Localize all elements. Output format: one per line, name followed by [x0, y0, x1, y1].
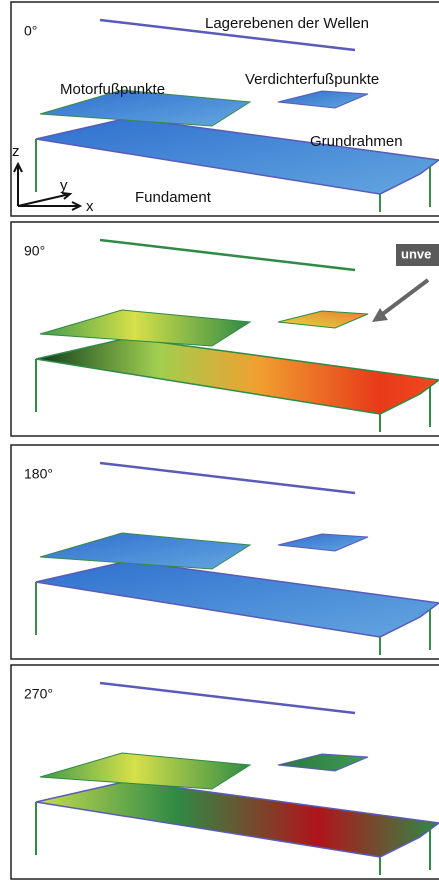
panel: 270°: [11, 665, 439, 879]
component-label: Grundrahmen: [310, 133, 403, 150]
frame-plate: [36, 781, 439, 857]
compressor-plate: [278, 91, 368, 108]
shaft-plane: [100, 463, 355, 493]
frame-plate: [36, 561, 439, 637]
panel: 180°: [11, 445, 439, 659]
figure: 0° Lagerebenen der Wellen Motorfußpunkte Ve…: [0, 0, 439, 881]
compressor-plate: [278, 311, 368, 328]
motor-plate: [40, 533, 250, 569]
axis-label: z: [12, 143, 20, 160]
panel: 0° Lagerebenen der Wellen Motorfußpunkte Ve…: [11, 2, 439, 216]
shaft-plane: [100, 683, 355, 713]
shaft-plane: [100, 240, 355, 270]
motor-plate: [40, 753, 250, 789]
panels: 0° Lagerebenen der Wellen Motorfußpunkte Ve…: [11, 2, 439, 879]
frame-plate: [36, 338, 439, 414]
component-label: Motorfußpunkte: [60, 81, 165, 98]
angle-label: 180°: [24, 466, 53, 482]
callout-label: unve: [401, 246, 431, 261]
angle-label: 270°: [24, 686, 53, 702]
axis-label: y: [60, 177, 68, 194]
angle-label: 90°: [24, 243, 45, 259]
axis-label: x: [86, 198, 94, 215]
panel: 90° unve: [11, 222, 439, 436]
callout-arrow: [380, 280, 428, 316]
compressor-plate: [278, 534, 368, 551]
motor-plate: [40, 310, 250, 346]
component-label: Fundament: [135, 189, 212, 206]
frame-plate: [36, 118, 439, 194]
angle-label: 0°: [24, 23, 37, 39]
component-label: Verdichterfußpunkte: [245, 71, 379, 88]
component-label: Lagerebenen der Wellen: [205, 15, 369, 32]
compressor-plate: [278, 754, 368, 771]
axis-arrows: [14, 164, 80, 210]
